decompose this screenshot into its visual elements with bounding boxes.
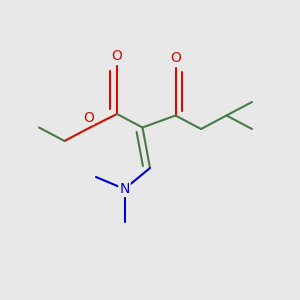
Text: O: O: [112, 49, 122, 63]
Text: O: O: [83, 111, 94, 125]
Text: O: O: [170, 50, 181, 64]
Text: N: N: [119, 182, 130, 196]
